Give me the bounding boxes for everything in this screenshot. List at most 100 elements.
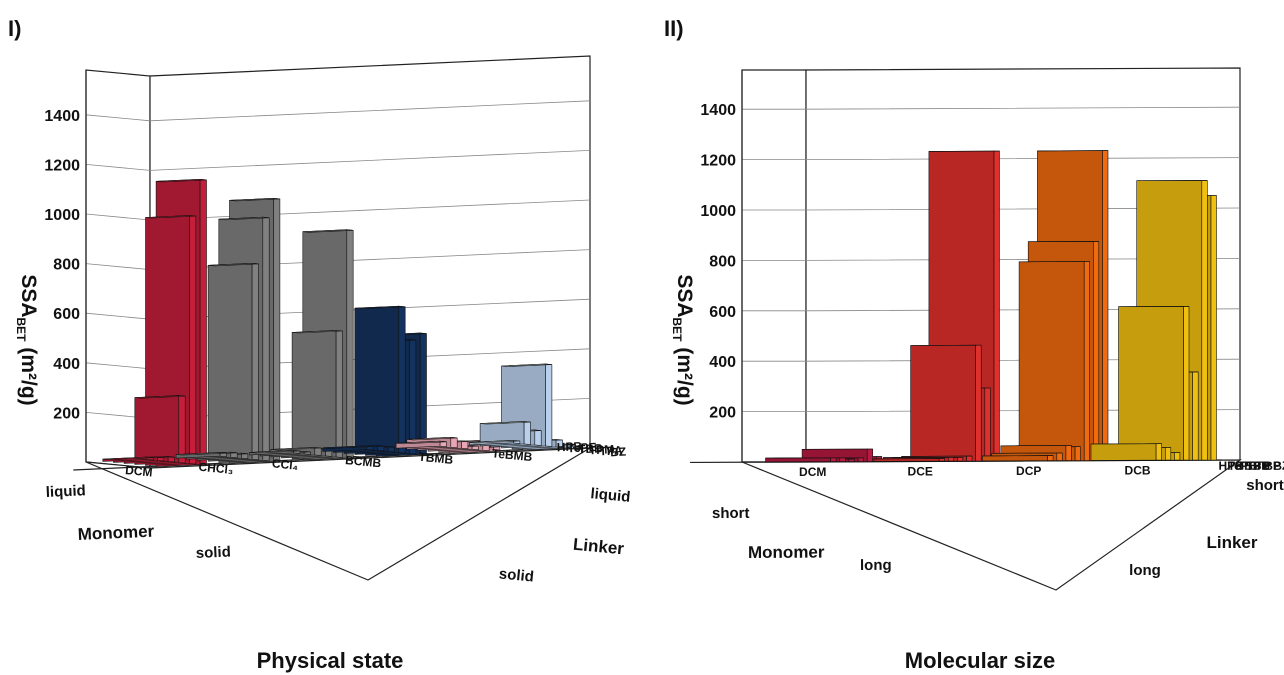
bar-face-right bbox=[398, 305, 406, 454]
y-gridlines: 200 400 600 800 1000 1200 1400 bbox=[44, 70, 591, 462]
bar-face-right bbox=[1056, 452, 1063, 461]
y-tick-label: 1400 bbox=[700, 102, 736, 119]
linker-tick-labels: DCM CHCl₃ CCl₄ BCMB TBMB TeBMB bbox=[125, 446, 534, 479]
bar-HPB-TeBMB bbox=[469, 440, 521, 446]
bar-face-right bbox=[1155, 443, 1162, 461]
bar-top bbox=[249, 450, 300, 454]
bottom-title: Molecular size bbox=[905, 648, 1055, 673]
bar-face-right bbox=[178, 395, 186, 464]
bar-face-right bbox=[830, 457, 837, 462]
monomer-group-label: solid bbox=[195, 543, 231, 562]
bar-HPB-DCP bbox=[982, 455, 1054, 462]
y-axis-label: SSABET (m²/g) bbox=[14, 274, 40, 405]
monomer-tick-label: HPB bbox=[557, 439, 583, 454]
monomer-axis-label: Monomer bbox=[77, 522, 155, 544]
bar-face-right bbox=[848, 458, 855, 462]
monomer-tick-label: TBB bbox=[1237, 459, 1262, 473]
bar-face-left bbox=[765, 457, 831, 463]
y-tick-label: 400 bbox=[53, 356, 80, 373]
bar-face-right bbox=[534, 429, 542, 446]
y-tick-label: 800 bbox=[709, 253, 736, 270]
y-tick-label: 600 bbox=[53, 306, 80, 323]
bar-face-right bbox=[314, 447, 322, 456]
y-tick-label: 200 bbox=[53, 405, 80, 422]
bar-face-right bbox=[419, 332, 427, 456]
bar-top bbox=[302, 229, 354, 233]
bar-top bbox=[480, 421, 531, 425]
bar-top bbox=[396, 440, 447, 445]
monomer-tick-label: TPB bbox=[1246, 459, 1270, 473]
bars bbox=[102, 178, 574, 467]
bar-face-right bbox=[1174, 452, 1181, 461]
bar-face-right bbox=[866, 448, 874, 462]
monomer-axis-label: Monomer bbox=[748, 543, 825, 562]
bar-HPB-CCl4 bbox=[249, 450, 301, 456]
y-tick-label: 800 bbox=[53, 257, 80, 274]
monomer-tick-label: TePB bbox=[1228, 459, 1258, 473]
linker-group-label: solid bbox=[498, 565, 534, 585]
panel-label: II) bbox=[664, 16, 684, 41]
y-tick-label: 600 bbox=[709, 304, 736, 321]
y-tick-label: 1200 bbox=[700, 153, 736, 170]
bar-top bbox=[102, 456, 154, 461]
bar-face-right bbox=[273, 197, 281, 463]
floor bbox=[741, 459, 1242, 591]
linker-group-label: liquid bbox=[590, 485, 631, 506]
bar-face-right bbox=[1047, 455, 1054, 461]
bar-top bbox=[156, 178, 207, 183]
gridline bbox=[85, 150, 591, 171]
linker-tick-label: DCB bbox=[1125, 463, 1151, 477]
bar-face-right bbox=[335, 330, 343, 458]
bar-face-right bbox=[545, 363, 553, 447]
bar-face-right bbox=[346, 229, 354, 459]
bar-face-right bbox=[839, 457, 846, 462]
bar-face-right bbox=[957, 456, 964, 462]
bar-HPB-DCB bbox=[1090, 443, 1162, 461]
monomer-tick-label: BP bbox=[1264, 459, 1281, 473]
bar-HPB-DCE bbox=[873, 458, 945, 462]
monomer-tick-label: TePE bbox=[567, 440, 597, 455]
monomer-divider-ext bbox=[73, 466, 140, 471]
monomer-tick-label: TPM bbox=[589, 442, 615, 457]
bar-HPB-DCM bbox=[765, 457, 837, 463]
linker-tick-label: DCM bbox=[125, 463, 154, 480]
monomer-tick-label: TP bbox=[1255, 459, 1270, 473]
bar-face-right bbox=[523, 421, 531, 445]
monomer-tick-label: HPB bbox=[1218, 459, 1244, 473]
bar-HPB-DCM bbox=[102, 456, 154, 462]
bar-face-right bbox=[189, 215, 197, 465]
linker-axis-label: Linker bbox=[572, 535, 625, 559]
bar-top bbox=[218, 216, 270, 221]
bar-face-left bbox=[207, 262, 253, 462]
linker-group-label: short bbox=[1246, 477, 1284, 494]
bars bbox=[765, 150, 1217, 463]
bottom-title: Physical state bbox=[257, 648, 404, 673]
bar-face-left bbox=[1118, 306, 1184, 461]
bar-face-left bbox=[1018, 261, 1085, 462]
bar-face-right bbox=[1201, 180, 1208, 461]
bar-top bbox=[354, 305, 406, 310]
linker-axis-label: Linker bbox=[1206, 533, 1257, 552]
linker-tick-label: CCl₄ bbox=[271, 456, 299, 472]
y-axis-label: SSABET (m²/g) bbox=[670, 274, 696, 405]
bar-face-left bbox=[910, 344, 977, 462]
bar-face-left bbox=[291, 330, 337, 460]
monomer-group-label: liquid bbox=[45, 482, 86, 501]
bar-TPA-CCl4 bbox=[291, 330, 343, 460]
bar-TPB-DCB bbox=[1118, 306, 1190, 461]
bar-face-right bbox=[984, 387, 991, 462]
bar-TP-DCP bbox=[1018, 261, 1090, 462]
bar-face-left bbox=[1090, 443, 1157, 461]
y-tick-label: 200 bbox=[709, 405, 736, 422]
panel-label: I) bbox=[8, 16, 21, 41]
bar-TPM-CHCl3 bbox=[207, 262, 259, 462]
bar-face-left bbox=[354, 305, 400, 455]
bar-face-left bbox=[134, 395, 180, 465]
linker-tick-label: BCMB bbox=[345, 453, 382, 470]
panel-molecular-size: II) Molecular size 200 400 600 800 1000 1200 1… bbox=[664, 16, 1284, 673]
bar-top bbox=[469, 440, 520, 444]
bar-top bbox=[501, 363, 552, 367]
y-tick-label: 1200 bbox=[44, 157, 80, 174]
